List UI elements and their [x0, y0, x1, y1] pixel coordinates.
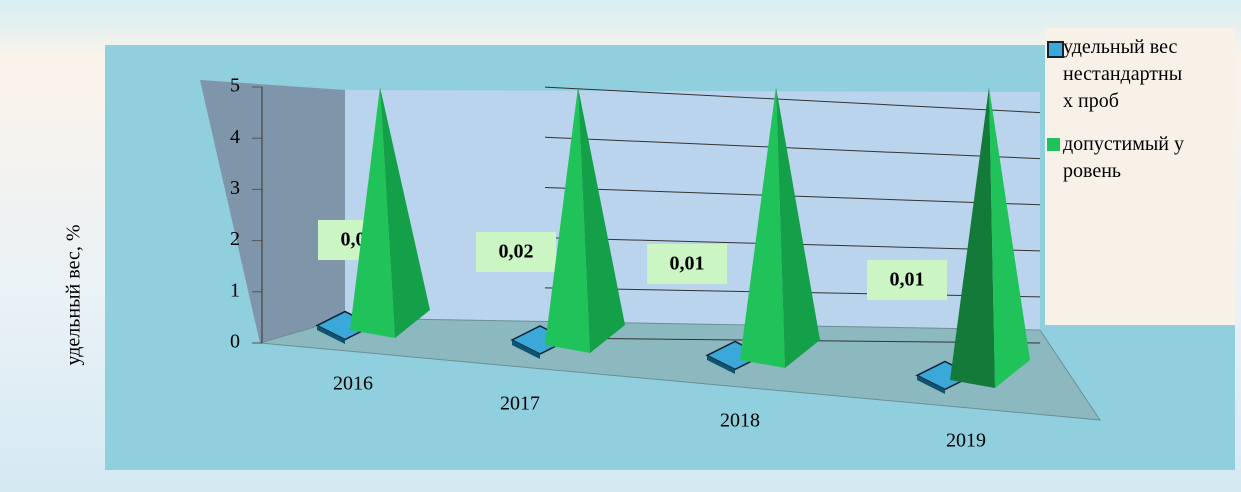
data-label-bg: [647, 244, 727, 284]
x-tick-label: 2016: [333, 373, 373, 395]
side-wall: [200, 80, 345, 343]
grid-line: [544, 136, 1041, 160]
legend-swatch: [1047, 41, 1064, 58]
x-tick-label: 2019: [946, 430, 986, 452]
legend: удельный вес нестандартных проб допустимы…: [1045, 28, 1235, 325]
y-tick-label: 3: [230, 177, 240, 199]
grid-line: [544, 86, 1041, 114]
legend-item: допустимый уровень: [1045, 131, 1188, 185]
data-label-box: 0,01: [647, 244, 727, 284]
legend-label: допустимый уровень: [1063, 133, 1184, 182]
data-box-side: [707, 355, 735, 374]
y-axis-label: удельный вес, %: [63, 225, 85, 366]
data-box-side: [917, 375, 945, 394]
data-label-box: 0,01: [867, 260, 947, 300]
data-label: 0,02: [499, 241, 534, 263]
pyramid: [950, 87, 1030, 388]
legend-swatch: [1047, 138, 1060, 151]
pyramid-right-face: [776, 87, 820, 368]
pyramid-right-face: [989, 87, 1030, 388]
pyramid-left-face: [950, 87, 995, 388]
y-tick-label: 0: [230, 331, 240, 353]
y-tick-label: 4: [230, 126, 240, 148]
data-label: 0,01: [890, 269, 925, 291]
data-label-box: 0,02: [476, 232, 556, 272]
y-tick-label: 1: [230, 279, 240, 301]
data-box-side: [317, 325, 345, 344]
legend-item: удельный вес нестандартных проб: [1045, 34, 1188, 115]
pyramid-right-face: [380, 87, 430, 338]
data-label-bg: [867, 260, 947, 300]
pyramid-right-face: [578, 87, 625, 353]
y-tick-label: 2: [230, 228, 240, 250]
floor: [259, 317, 1101, 421]
x-tick-label: 2017: [500, 393, 540, 415]
data-box-side: [512, 339, 540, 359]
y-tick-label: 5: [230, 75, 240, 97]
pyramid-left-face: [545, 87, 590, 353]
legend-label: удельный вес нестандартных проб: [1063, 36, 1183, 112]
pyramid-left-face: [740, 87, 785, 368]
pyramid: [350, 87, 430, 338]
data-label-bg: [476, 232, 556, 272]
data-label: 0,01: [670, 253, 705, 275]
pyramid: [740, 87, 820, 368]
x-tick-label: 2018: [720, 410, 760, 432]
pyramid: [545, 87, 625, 353]
